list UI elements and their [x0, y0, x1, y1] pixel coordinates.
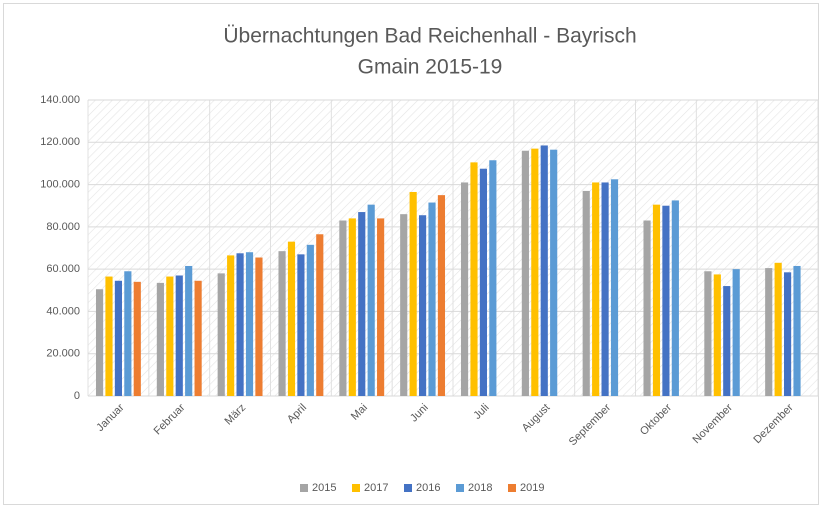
y-tick-label: 100.000	[40, 178, 80, 190]
bar	[592, 182, 600, 396]
chart-title: Gmain 2015-19	[358, 56, 503, 79]
bar	[784, 272, 792, 396]
bar	[400, 214, 408, 396]
legend-swatch	[404, 484, 412, 492]
bar	[793, 265, 801, 396]
bar	[460, 182, 469, 396]
y-tick-label: 120.000	[40, 136, 80, 148]
bar	[419, 215, 427, 396]
chart-title: Übernachtungen Bad Reichenhall - Bayrisc…	[223, 25, 636, 48]
legend-label: 2018	[468, 482, 492, 494]
bar	[377, 218, 385, 396]
bar	[156, 282, 164, 396]
y-tick-label: 80.000	[46, 221, 80, 233]
bar	[316, 234, 324, 396]
y-tick-label: 140.000	[40, 94, 80, 106]
bar	[601, 182, 609, 396]
bar	[409, 191, 417, 396]
bar	[704, 271, 712, 396]
legend-swatch	[352, 484, 360, 492]
bar	[217, 273, 225, 396]
bar	[306, 244, 314, 396]
y-tick-label: 60.000	[46, 263, 80, 275]
legend-label: 2015	[312, 482, 336, 494]
bar	[540, 145, 548, 396]
y-tick-label: 20.000	[46, 348, 80, 360]
bar	[114, 280, 122, 396]
bar	[662, 205, 670, 396]
bar	[489, 160, 497, 396]
bar	[194, 280, 202, 396]
legend-label: 2017	[364, 482, 388, 494]
bar	[774, 262, 782, 396]
bar	[367, 204, 375, 396]
bar	[236, 253, 244, 396]
bar	[713, 274, 721, 396]
bar	[358, 212, 366, 396]
y-tick-label: 40.000	[46, 305, 80, 317]
bar	[227, 255, 235, 396]
y-tick-label: 0	[74, 390, 80, 402]
bar	[671, 200, 679, 396]
bar	[133, 281, 141, 396]
bar	[550, 149, 558, 396]
legend-label: 2016	[416, 482, 440, 494]
bar	[348, 218, 356, 396]
bar	[479, 168, 487, 396]
bar	[765, 268, 773, 396]
bar	[175, 275, 183, 396]
bar	[652, 204, 661, 396]
bar	[339, 220, 347, 396]
bar	[95, 289, 104, 396]
bar	[287, 241, 296, 396]
bar	[278, 251, 286, 396]
bar	[185, 265, 193, 396]
bar	[255, 257, 263, 396]
bar	[124, 271, 132, 396]
bar	[643, 220, 651, 396]
bar	[582, 190, 590, 396]
bar	[105, 276, 113, 396]
legend-swatch	[508, 484, 516, 492]
bar	[610, 179, 619, 396]
bar	[531, 148, 539, 396]
legend-swatch	[456, 484, 464, 492]
bar	[470, 162, 478, 396]
bar	[166, 276, 174, 396]
bar	[437, 195, 446, 396]
legend-swatch	[300, 484, 308, 492]
bar	[732, 269, 740, 396]
legend-label: 2019	[520, 482, 544, 494]
bar	[428, 202, 436, 396]
bar	[245, 252, 254, 396]
bar	[521, 150, 529, 396]
bar	[297, 254, 305, 396]
bar	[723, 286, 731, 396]
